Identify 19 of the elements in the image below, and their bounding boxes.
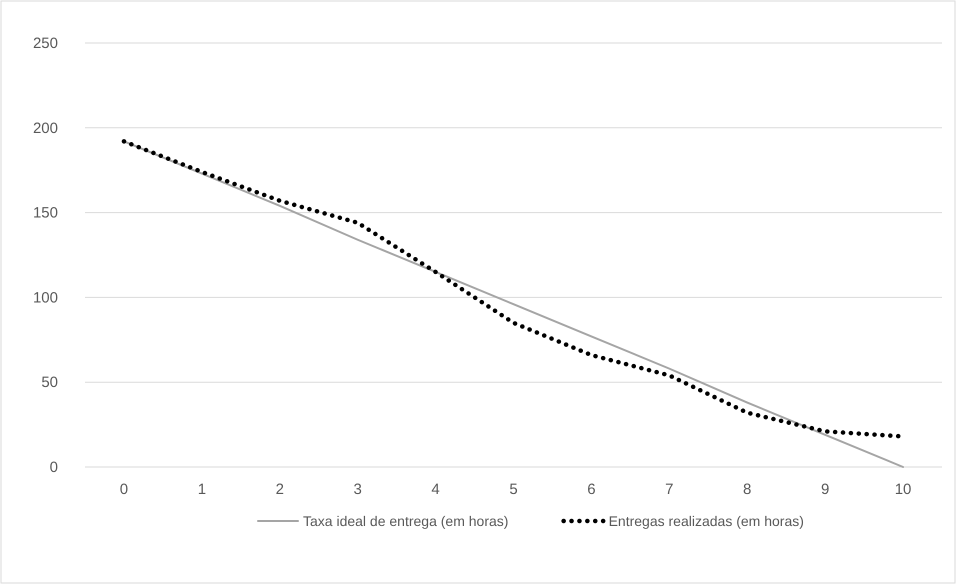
legend-label: Taxa ideal de entrega (em horas) [303, 513, 508, 529]
y-tick-label: 50 [41, 374, 58, 392]
x-tick-label: 7 [665, 481, 674, 498]
x-tick-label: 10 [894, 481, 912, 498]
x-tick-label: 9 [820, 481, 830, 498]
y-tick-label: 250 [32, 35, 58, 52]
x-tick-label: 6 [587, 481, 596, 498]
x-tick-label: 2 [276, 481, 284, 498]
x-tick-label: 0 [120, 481, 128, 498]
x-tick-label: 4 [431, 481, 440, 498]
y-tick-label: 150 [32, 204, 58, 222]
x-tick-label: 1 [198, 481, 206, 498]
x-tick-label: 8 [743, 481, 752, 498]
legend-label: Entregas realizadas (em horas) [608, 513, 804, 529]
y-tick-label: 200 [32, 120, 58, 137]
x-tick-label: 5 [509, 481, 518, 498]
x-tick-label: 3 [354, 481, 362, 498]
y-tick-label: 0 [50, 459, 58, 476]
y-tick-label: 100 [32, 289, 58, 306]
